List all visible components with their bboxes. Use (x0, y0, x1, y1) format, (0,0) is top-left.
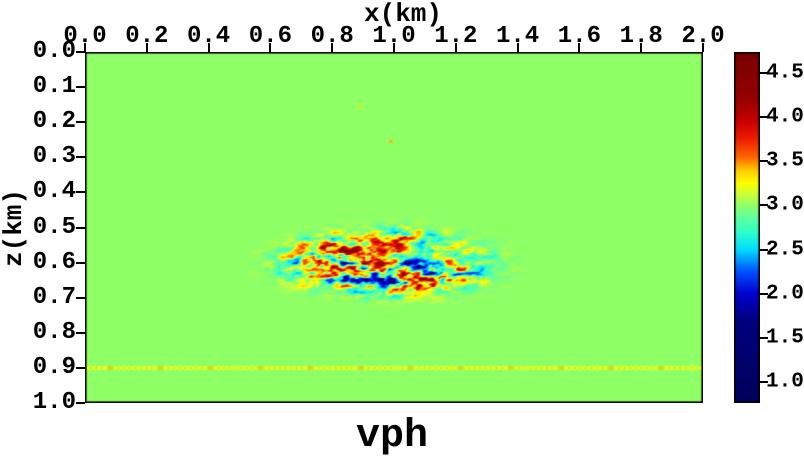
z-axis-tick-mark (76, 191, 85, 194)
colorbar-tick-label: 1.5 (766, 326, 804, 350)
colorbar-tick-mark (760, 72, 768, 75)
colorbar-tick-mark (760, 248, 768, 251)
z-axis-tick-mark (76, 121, 85, 124)
z-axis-tick-label: 0.9 (32, 353, 76, 381)
z-axis-tick-mark (76, 366, 85, 369)
heatmap-canvas (85, 52, 703, 403)
z-axis-tick-mark (76, 261, 85, 264)
z-axis-tick-mark (76, 51, 85, 53)
x-axis-tick-label: 1.0 (372, 23, 416, 50)
x-axis-tick-label: 1.2 (434, 23, 478, 50)
x-axis-tick-label: 0.8 (310, 23, 354, 50)
colorbar-tick-mark (760, 116, 768, 119)
x-axis-tick-label: 0.2 (125, 23, 169, 50)
x-axis-tick-mark (331, 43, 334, 52)
z-axis-tick-label: 0.1 (32, 73, 76, 101)
z-axis-tick-mark (76, 331, 85, 334)
x-axis-tick-mark (145, 43, 148, 52)
colorbar-tick-label: 4.0 (766, 105, 804, 129)
x-axis-tick-label: 1.8 (619, 23, 663, 50)
z-axis-tick-label: 0.4 (32, 178, 76, 206)
x-axis-tick-mark (640, 43, 643, 52)
x-axis-tick-label: 1.4 (495, 23, 540, 50)
colorbar-tick-label: 1.0 (766, 370, 804, 394)
colorbar-canvas (734, 52, 760, 403)
colorbar-tick-label: 3.5 (766, 149, 804, 173)
z-axis-tick-label: 1.0 (32, 389, 76, 416)
x-axis-tick-label: 0.4 (186, 23, 231, 50)
z-axis-tick-mark (76, 156, 85, 159)
x-axis-tick-mark (454, 43, 457, 52)
z-axis-tick-label: 0.7 (32, 283, 76, 311)
x-axis-title: x(km) (363, 0, 443, 29)
colorbar-tick-mark (760, 160, 768, 163)
colorbar-tick-mark (760, 380, 768, 383)
x-axis-tick-label: 2.0 (681, 23, 725, 50)
colorbar-tick-label: 4.5 (766, 61, 804, 85)
z-axis-tick-mark (76, 86, 85, 89)
z-axis-tick-label: 0.8 (32, 318, 76, 346)
z-axis-title: z(km) (0, 188, 29, 268)
colorbar-tick-label: 2.5 (766, 238, 804, 262)
colorbar-tick-mark (760, 204, 768, 207)
z-axis-tick-label: 0.5 (32, 213, 76, 241)
x-axis-tick-mark (84, 43, 86, 52)
colorbar-tick-label: 2.0 (766, 282, 804, 306)
z-axis-tick-mark (76, 296, 85, 299)
z-axis-tick-label: 0.0 (32, 38, 76, 65)
z-axis-tick-mark (76, 402, 85, 404)
z-axis-tick-mark (76, 226, 85, 229)
x-axis-tick-label: 0.6 (248, 23, 292, 50)
colorbar-tick-mark (760, 336, 768, 339)
x-axis-tick-label: 0.0 (63, 23, 107, 50)
x-axis-tick-mark (207, 43, 210, 52)
figure-title: vph (355, 414, 429, 459)
x-axis-tick-mark (578, 43, 581, 52)
z-axis-tick-label: 0.6 (32, 248, 76, 276)
colorbar-tick-label: 3.0 (766, 193, 804, 217)
x-axis-tick-mark (393, 43, 395, 52)
x-axis-tick-label: 1.6 (557, 23, 601, 50)
z-axis-tick-label: 0.3 (32, 143, 76, 171)
colorbar-tick-mark (760, 292, 768, 295)
x-axis-tick-mark (269, 43, 272, 52)
x-axis-tick-mark (702, 43, 704, 52)
z-axis-tick-label: 0.2 (32, 108, 76, 136)
x-axis-tick-mark (516, 43, 519, 52)
